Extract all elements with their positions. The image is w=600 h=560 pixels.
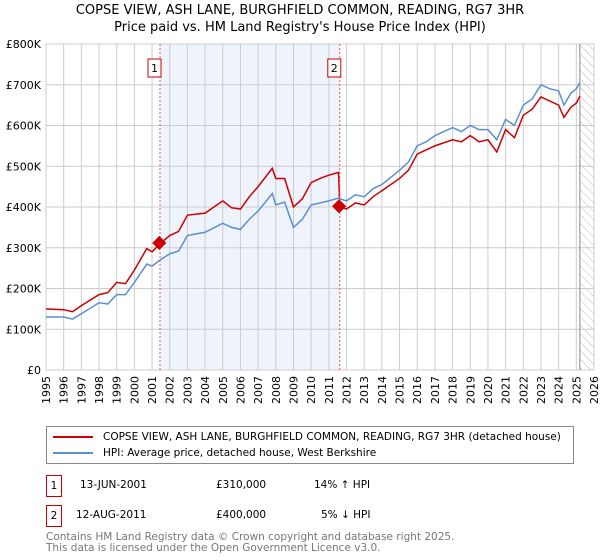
marker-label-box [147,58,162,78]
x-tick-label: 2013 [358,376,371,404]
x-tick-label: 1998 [93,376,106,404]
legend-item-hpi: HPI: Average price, detached house, West… [53,447,376,459]
marker-label: 1 [151,62,158,75]
x-tick-label: 1995 [40,376,53,404]
x-tick-label: 2018 [447,376,460,404]
transaction-date: 12-AUG-2011 [76,509,147,521]
y-tick-label: £100K [6,323,42,336]
x-tick-label: 2003 [181,376,194,404]
x-tick-label: 2021 [500,376,513,404]
chart-subtitle: Price paid vs. HM Land Registry's House … [114,20,486,35]
legend-label: COPSE VIEW, ASH LANE, BURGHFIELD COMMON,… [103,431,561,443]
footer: Contains HM Land Registry data © Crown c… [46,532,454,553]
sale-point [152,235,167,251]
transaction-row: 1 13-JUN-2001 £310,000 14% ↑ HPI [46,475,446,497]
property-price-line [45,95,581,313]
licence-text: This data is licensed under the Open Gov… [46,541,381,554]
marker-label-box [327,58,342,78]
transaction-price: £310,000 [216,479,267,491]
x-tick-label: 2011 [323,376,336,404]
x-tick-label: 2005 [217,376,230,404]
marker-badge: 2 [46,505,62,527]
legend: COPSE VIEW, ASH LANE, BURGHFIELD COMMON,… [46,426,574,464]
x-tick-label: 2010 [305,376,318,404]
y-tick-label: £500K [6,160,42,173]
x-tick-label: 2014 [376,376,389,404]
legend-swatch-red [53,436,93,438]
x-tick-label: 2023 [535,376,548,404]
y-tick-label: £200K [6,283,42,296]
x-tick-label: 2024 [553,376,566,404]
y-tick-label: £800K [6,38,42,51]
x-tick-label: 2002 [164,376,177,404]
x-tick-label: 2008 [270,376,283,404]
transaction-row: 2 12-AUG-2011 £400,000 5% ↓ HPI [46,505,446,527]
y-tick-label: £700K [6,79,42,92]
y-tick-label: £400K [6,201,42,214]
x-tick-label: 2007 [252,376,265,404]
x-tick-label: 2022 [517,376,530,404]
x-tick-label: 2006 [234,376,247,404]
y-tick-label: £0 [27,364,41,377]
x-tick-label: 2025 [570,376,583,404]
x-tick-label: 2019 [464,376,477,404]
y-tick-label: £300K [6,242,42,255]
marker-badge: 1 [46,475,62,497]
transaction-price: £400,000 [216,509,267,521]
chart-title: COPSE VIEW, ASH LANE, BURGHFIELD COMMON,… [75,3,525,18]
x-tick-label: 1996 [58,376,71,404]
x-tick-label: 2004 [199,376,212,404]
x-tick-label: 2015 [394,376,407,404]
x-tick-label: 1997 [75,376,88,404]
sale-point [332,199,347,214]
x-tick-label: 2026 [588,376,600,404]
marker-label: 2 [331,62,338,75]
x-tick-label: 1999 [111,376,124,404]
legend-swatch-blue [53,452,93,454]
x-tick-label: 2000 [128,376,141,404]
copyright-text: Contains HM Land Registry data © Crown c… [46,531,455,543]
price-chart: 1995 1996 1997 1998 1999 2000 2001 2002 2003 2004… [6,38,600,404]
x-tick-label: 2001 [146,376,159,404]
x-tick-label: 2009 [287,376,300,404]
legend-label: HPI: Average price, detached house, West… [103,447,377,459]
x-tick-label: 2016 [411,376,424,404]
transaction-hpi: 14% ↑ HPI [314,479,371,491]
transaction-date: 13-JUN-2001 [80,479,147,491]
x-tick-label: 2012 [341,376,354,404]
transaction-hpi: 5% ↓ HPI [321,509,371,521]
x-tick-label: 2017 [429,376,442,404]
y-tick-label: £600K [6,120,42,133]
hpi-line [46,81,581,320]
legend-item-property: COPSE VIEW, ASH LANE, BURGHFIELD COMMON,… [53,431,561,443]
x-tick-label: 2020 [482,376,495,404]
